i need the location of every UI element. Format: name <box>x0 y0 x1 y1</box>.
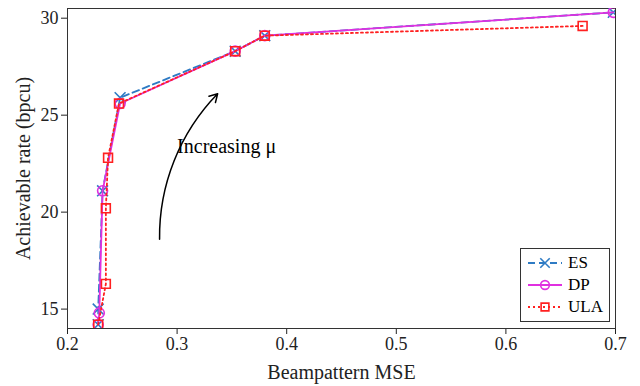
svg-text:25: 25 <box>41 105 59 125</box>
svg-text:0.7: 0.7 <box>604 334 627 354</box>
html-text:DP: DP <box>568 275 590 294</box>
svg-text:15: 15 <box>41 299 59 319</box>
svg-text:Achievable rate (bpcu): Achievable rate (bpcu) <box>12 77 35 260</box>
svg-text:Beampattern MSE: Beampattern MSE <box>267 361 415 384</box>
svg-text:0.2: 0.2 <box>56 334 79 354</box>
svg-text:0.3: 0.3 <box>166 334 189 354</box>
svg-text:30: 30 <box>41 8 59 28</box>
html-text:ULA: ULA <box>568 297 603 316</box>
svg-text:0.6: 0.6 <box>495 334 518 354</box>
svg-text:0.4: 0.4 <box>275 334 298 354</box>
svg-text:0.5: 0.5 <box>385 334 408 354</box>
html-text:ES: ES <box>568 253 588 272</box>
svg-text:20: 20 <box>41 202 59 222</box>
svg-text:Increasing μ: Increasing μ <box>177 135 276 158</box>
